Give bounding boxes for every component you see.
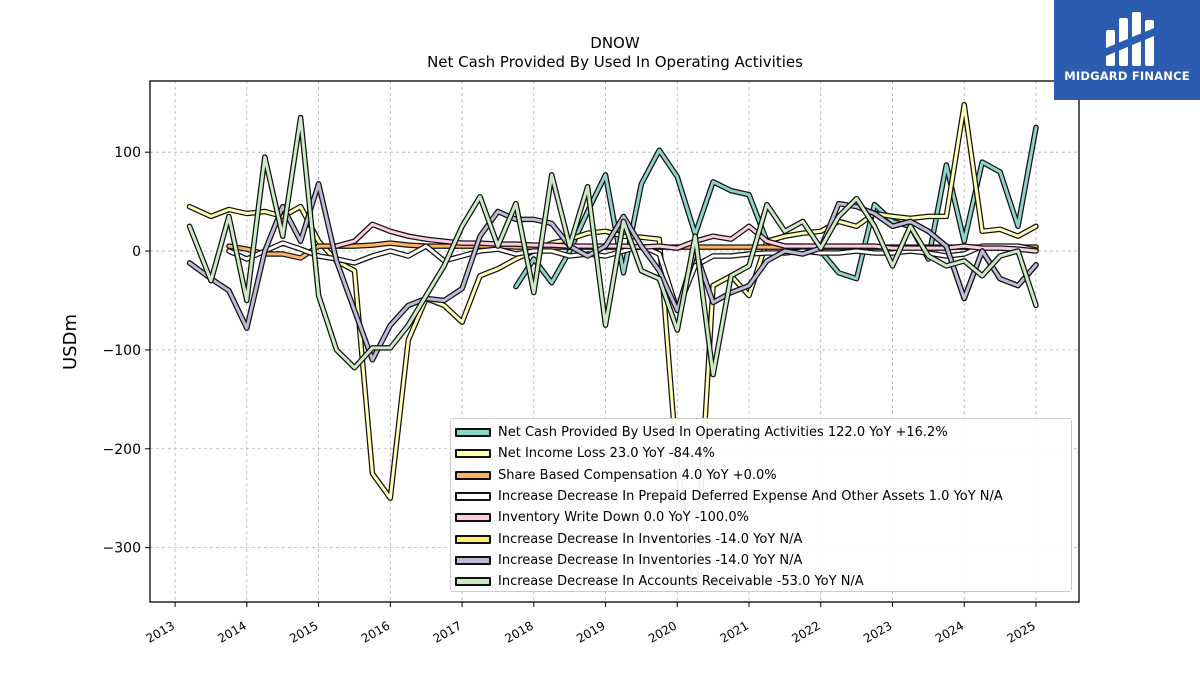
legend-item: Increase Decrease In Prepaid Deferred Ex… bbox=[455, 486, 1071, 507]
x-tick-label: 2014 bbox=[215, 618, 248, 645]
legend-label: Net Cash Provided By Used In Operating A… bbox=[498, 425, 948, 441]
plot-frame bbox=[149, 80, 1080, 603]
y-tick-label: −300 bbox=[103, 541, 141, 557]
legend-item: Increase Decrease In Inventories -14.0 Y… bbox=[455, 550, 1071, 571]
y-axis-label: USDm bbox=[60, 314, 81, 370]
logo-icon bbox=[1106, 12, 1154, 66]
brand-logo: MIDGARD FINANCE bbox=[1054, 0, 1200, 100]
legend-swatch bbox=[455, 577, 491, 587]
series-line-6 bbox=[188, 182, 1038, 362]
legend-label: Share Based Compensation 4.0 YoY +0.0% bbox=[498, 467, 777, 483]
legend-swatch bbox=[455, 470, 491, 480]
x-tick-label: 2023 bbox=[861, 618, 894, 645]
brand-name: MIDGARD FINANCE bbox=[1064, 69, 1190, 83]
legend-item: Net Income Loss 23.0 YoY -84.4% bbox=[455, 443, 1071, 464]
legend-label: Increase Decrease In Inventories -14.0 Y… bbox=[498, 531, 803, 547]
series-layer bbox=[186, 101, 1039, 590]
x-tick-label: 2013 bbox=[144, 618, 177, 645]
legend-item: Share Based Compensation 4.0 YoY +0.0% bbox=[455, 465, 1071, 486]
legend-item: Increase Decrease In Inventories -14.0 Y… bbox=[455, 528, 1071, 549]
legend-label: Net Income Loss 23.0 YoY -84.4% bbox=[498, 446, 715, 462]
chart-subtitle: Net Cash Provided By Used In Operating A… bbox=[427, 53, 803, 71]
legend-label: Increase Decrease In Accounts Receivable… bbox=[498, 574, 864, 590]
y-tick-label: 0 bbox=[132, 244, 141, 260]
legend-swatch bbox=[455, 534, 491, 544]
legend-swatch bbox=[455, 492, 491, 502]
legend-label: Increase Decrease In Prepaid Deferred Ex… bbox=[498, 489, 1003, 505]
chart-title: DNOW bbox=[590, 34, 640, 52]
legend: Net Cash Provided By Used In Operating A… bbox=[450, 418, 1072, 592]
series-line-7 bbox=[188, 116, 1038, 377]
x-tick-label: 2019 bbox=[574, 618, 607, 645]
x-axis: 2013 2014 2015 2016 2017 2018 2019 2020 2021 2022… bbox=[144, 602, 1038, 646]
x-tick-label: 2021 bbox=[718, 618, 751, 645]
x-tick-label: 2024 bbox=[933, 618, 966, 645]
x-tick-label: 2017 bbox=[431, 618, 464, 645]
y-tick-label: 100 bbox=[114, 145, 141, 161]
legend-swatch bbox=[455, 428, 491, 438]
legend-label: Inventory Write Down 0.0 YoY -100.0% bbox=[498, 510, 749, 526]
x-tick-label: 2020 bbox=[646, 618, 679, 645]
legend-swatch bbox=[455, 555, 491, 565]
legend-label: Increase Decrease In Inventories -14.0 Y… bbox=[498, 552, 803, 568]
legend-item: Net Cash Provided By Used In Operating A… bbox=[455, 422, 1071, 443]
y-tick-label: −200 bbox=[103, 442, 141, 458]
legend-item: Inventory Write Down 0.0 YoY -100.0% bbox=[455, 507, 1071, 528]
legend-swatch bbox=[455, 513, 491, 523]
legend-swatch bbox=[455, 449, 491, 459]
x-tick-label: 2015 bbox=[287, 618, 320, 645]
y-tick-label: −100 bbox=[103, 343, 141, 359]
x-tick-label: 2018 bbox=[502, 618, 535, 645]
y-axis: 100 0 −100 −200 −300 bbox=[103, 145, 150, 557]
x-tick-label: 2016 bbox=[359, 618, 392, 645]
legend-item: Increase Decrease In Accounts Receivable… bbox=[455, 571, 1071, 592]
x-tick-label: 2022 bbox=[789, 618, 822, 645]
x-tick-label: 2025 bbox=[1005, 618, 1038, 645]
